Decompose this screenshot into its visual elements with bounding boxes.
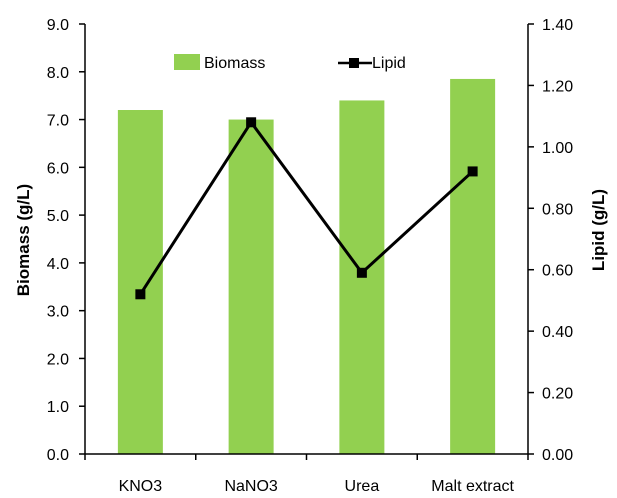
bar-4 xyxy=(450,78,496,454)
legend-biomass-label: Biomass xyxy=(204,55,265,72)
lipid-point-2 xyxy=(246,117,257,128)
lipid-point-4 xyxy=(467,166,478,177)
x-tick-label: Malt extract xyxy=(431,478,514,495)
lipid-point-1 xyxy=(135,289,146,300)
left-tick-label: 7.0 xyxy=(47,113,69,130)
y-axis-title-right: Lipid (g/L) xyxy=(589,189,608,271)
right-tick-label: 0.40 xyxy=(542,324,573,341)
left-tick-label: 6.0 xyxy=(47,160,69,177)
left-tick-label: 4.0 xyxy=(47,256,69,273)
left-tick-label: 3.0 xyxy=(47,304,69,321)
bar-2 xyxy=(228,119,274,455)
y-axis-title-left: Biomass (g/L) xyxy=(14,184,33,296)
left-tick-label: 1.0 xyxy=(47,399,69,416)
lipid-series xyxy=(135,117,478,300)
legend: Biomass Lipid xyxy=(174,54,406,72)
left-tick-label: 8.0 xyxy=(47,65,69,82)
left-tick-label: 2.0 xyxy=(47,351,69,368)
bar-1 xyxy=(117,110,163,454)
x-tick-label: NaNO3 xyxy=(224,478,277,495)
right-tick-label: 1.20 xyxy=(542,78,573,95)
x-tick-label: Urea xyxy=(345,478,380,495)
left-tick-label: 5.0 xyxy=(47,208,69,225)
left-tick-labels: 0.0 1.0 2.0 3.0 4.0 5.0 6.0 7.0 8.0 9.0 xyxy=(47,17,85,464)
right-tick-label: 1.00 xyxy=(542,140,573,157)
right-tick-label: 0.20 xyxy=(542,386,573,403)
x-tick-label: KNO3 xyxy=(119,478,163,495)
right-tick-label: 0.60 xyxy=(542,263,573,280)
left-tick-label: 0.0 xyxy=(47,447,69,464)
legend-lipid-label: Lipid xyxy=(372,55,406,72)
x-tick-labels: KNO3 NaNO3 Urea Malt extract xyxy=(84,454,529,495)
right-tick-labels: 0.00 0.20 0.40 0.60 0.80 1.00 1.20 1.40 xyxy=(528,17,573,464)
right-tick-label: 0.80 xyxy=(542,201,573,218)
lipid-point-3 xyxy=(356,267,367,278)
legend-biomass-swatch xyxy=(174,54,200,70)
right-tick-label: 1.40 xyxy=(542,17,573,34)
biomass-bars xyxy=(117,78,496,455)
right-tick-label: 0.00 xyxy=(542,447,573,464)
left-tick-label: 9.0 xyxy=(47,17,69,34)
lipid-line xyxy=(139,119,474,296)
legend-lipid-marker xyxy=(349,58,359,68)
